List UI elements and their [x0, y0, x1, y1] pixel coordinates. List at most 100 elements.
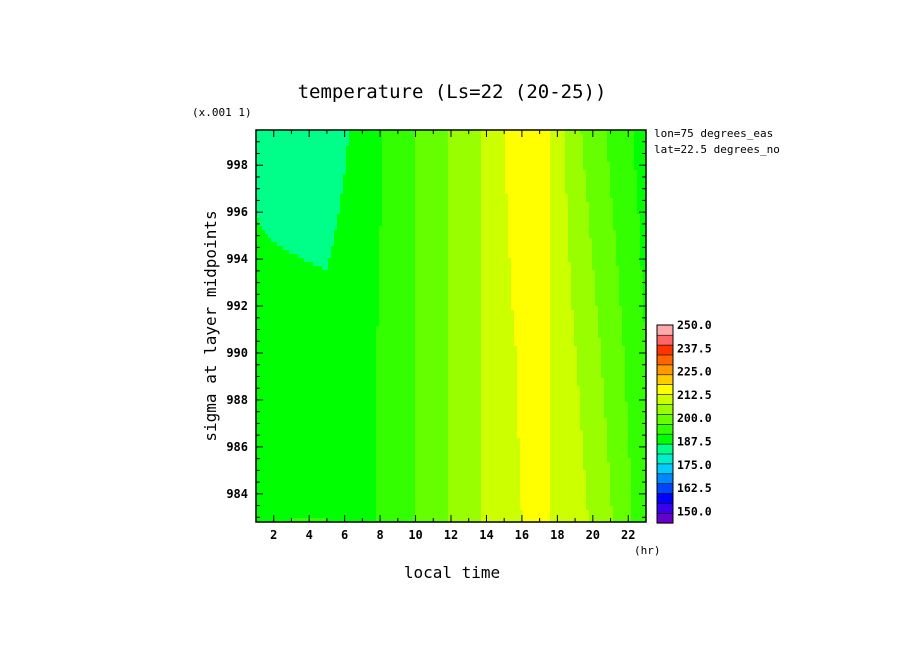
heatmap-cell	[529, 222, 533, 227]
heatmap-cell	[277, 282, 281, 287]
heatmap-cell	[547, 246, 551, 251]
heatmap-cell	[256, 130, 260, 135]
heatmap-cell	[388, 250, 392, 255]
heatmap-cell	[520, 166, 524, 171]
heatmap-cell	[361, 206, 365, 211]
heatmap-cell	[412, 190, 416, 195]
heatmap-cell	[277, 158, 281, 163]
heatmap-cell	[550, 254, 554, 259]
heatmap-cell	[505, 214, 509, 219]
heatmap-cell	[331, 250, 335, 255]
heatmap-cell	[469, 218, 473, 223]
heatmap-cell	[370, 222, 374, 227]
heatmap-cell	[424, 186, 428, 191]
heatmap-cell	[310, 230, 314, 235]
heatmap-cell	[262, 166, 266, 171]
heatmap-cell	[304, 170, 308, 175]
heatmap-cell	[556, 190, 560, 195]
heatmap-cell	[286, 238, 290, 243]
heatmap-cell	[262, 214, 266, 219]
heatmap-cell	[493, 206, 497, 211]
heatmap-cell	[562, 158, 566, 163]
heatmap-cell	[319, 222, 323, 227]
heatmap-cell	[268, 250, 272, 255]
heatmap-cell	[370, 238, 374, 243]
heatmap-cell	[424, 194, 428, 199]
heatmap-cell	[586, 262, 590, 267]
heatmap-cell	[634, 198, 638, 203]
heatmap-cell	[634, 226, 638, 231]
heatmap-cell	[583, 202, 587, 207]
heatmap-cell	[334, 274, 338, 279]
heatmap-cell	[529, 206, 533, 211]
heatmap-cell	[283, 274, 287, 279]
heatmap-cell	[487, 170, 491, 175]
heatmap-cell	[346, 254, 350, 259]
heatmap-cell	[421, 166, 425, 171]
heatmap-cell	[643, 162, 646, 167]
heatmap-cell	[625, 178, 629, 183]
heatmap-cell	[280, 186, 284, 191]
heatmap-cell	[349, 218, 353, 223]
heatmap-cell	[310, 186, 314, 191]
heatmap-cell	[484, 258, 488, 263]
heatmap-cell	[499, 146, 503, 151]
heatmap-cell	[586, 254, 590, 259]
heatmap-cell	[637, 182, 641, 187]
heatmap-cell	[349, 186, 353, 191]
heatmap-cell	[451, 174, 455, 179]
heatmap-cell	[583, 222, 587, 227]
heatmap-cell	[271, 130, 275, 135]
heatmap-cell	[403, 174, 407, 179]
heatmap-cell	[277, 222, 281, 227]
heatmap-cell	[334, 250, 338, 255]
heatmap-cell	[529, 202, 533, 207]
heatmap-cell	[523, 182, 527, 187]
heatmap-cell	[493, 178, 497, 183]
heatmap-cell	[271, 150, 275, 155]
heatmap-cell	[580, 194, 584, 199]
heatmap-cell	[466, 202, 470, 207]
heatmap-cell	[418, 162, 422, 167]
heatmap-cell	[526, 198, 530, 203]
heatmap-cell	[328, 222, 332, 227]
heatmap-cell	[256, 190, 260, 195]
heatmap-cell	[406, 282, 410, 287]
heatmap-cell	[613, 166, 617, 171]
heatmap-cell	[514, 138, 518, 143]
heatmap-cell	[592, 166, 596, 171]
heatmap-cell	[271, 182, 275, 187]
heatmap-cell	[418, 266, 422, 271]
heatmap-cell	[355, 130, 359, 135]
heatmap-cell	[484, 238, 488, 243]
heatmap-cell	[565, 130, 569, 135]
heatmap-cell	[436, 166, 440, 171]
heatmap-cell	[406, 146, 410, 151]
heatmap-cell	[373, 178, 377, 183]
heatmap-cell	[556, 198, 560, 203]
heatmap-cell	[433, 254, 437, 259]
heatmap-cell	[520, 270, 524, 275]
heatmap-cell	[607, 226, 611, 231]
heatmap-cell	[310, 138, 314, 143]
heatmap-cell	[385, 230, 389, 235]
heatmap-cell	[418, 250, 422, 255]
heatmap-cell	[622, 158, 626, 163]
heatmap-cell	[484, 190, 488, 195]
heatmap-cell	[274, 146, 278, 151]
heatmap-cell	[304, 194, 308, 199]
heatmap-cell	[496, 134, 500, 139]
heatmap-cell	[316, 254, 320, 259]
heatmap-cell	[400, 210, 404, 215]
heatmap-cell	[601, 246, 605, 251]
heatmap-cell	[319, 198, 323, 203]
heatmap-cell	[280, 262, 284, 267]
heatmap-cell	[367, 158, 371, 163]
heatmap-cell	[466, 214, 470, 219]
heatmap-cell	[373, 146, 377, 151]
heatmap-cell	[313, 150, 317, 155]
heatmap-cell	[343, 170, 347, 175]
heatmap-cell	[460, 234, 464, 239]
heatmap-cell	[607, 238, 611, 243]
heatmap-cell	[298, 174, 302, 179]
